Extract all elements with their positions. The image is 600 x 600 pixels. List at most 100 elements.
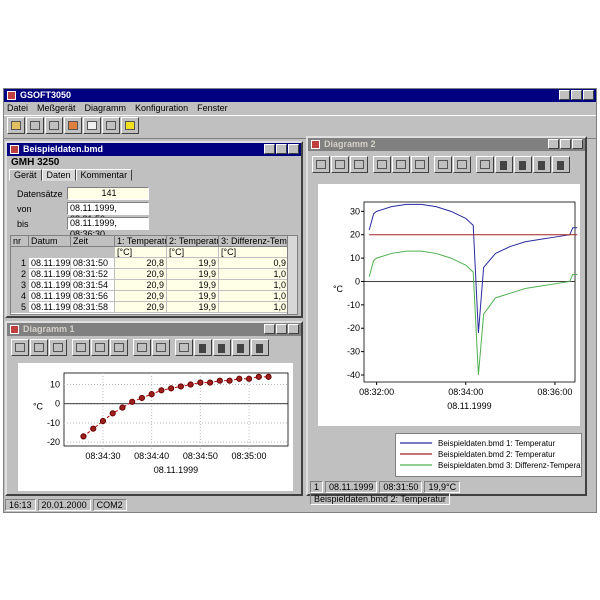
diagram-tool[interactable] <box>213 339 231 356</box>
diagram-tool[interactable] <box>411 156 429 173</box>
menu-item[interactable]: Datei <box>7 103 29 113</box>
menu-item[interactable]: Fenster <box>197 103 228 113</box>
diagram-tool[interactable] <box>331 156 349 173</box>
close[interactable] <box>583 90 594 100</box>
table-cell: 08:31:54 <box>71 280 115 291</box>
diagram-tool[interactable] <box>175 339 193 356</box>
diagram-tool[interactable] <box>232 339 250 356</box>
tool-copy[interactable] <box>102 117 120 134</box>
minimize[interactable] <box>548 139 559 149</box>
table-cell: 08.11.1999 <box>29 291 71 302</box>
minimize[interactable] <box>264 324 275 334</box>
table-cell: 4 <box>11 291 29 302</box>
tool-icon <box>396 160 406 169</box>
tab[interactable]: Gerät <box>9 169 42 181</box>
tool-icon <box>480 160 490 169</box>
tab[interactable]: Daten <box>41 169 76 181</box>
diagram-tool[interactable] <box>552 156 570 173</box>
diagram-tool[interactable] <box>350 156 368 173</box>
data-point <box>265 373 272 380</box>
data-point <box>148 391 155 398</box>
series-line <box>368 250 578 376</box>
app-title: GSOFT3050 <box>20 90 72 100</box>
table-cell: 20,9 <box>115 291 167 302</box>
diagram-tool[interactable] <box>72 339 90 356</box>
close[interactable] <box>288 324 299 334</box>
diagram-tool[interactable] <box>434 156 452 173</box>
diagram-tool[interactable] <box>392 156 410 173</box>
tool-save[interactable] <box>26 117 44 134</box>
data-point <box>119 404 126 411</box>
tool-device[interactable] <box>64 117 82 134</box>
x-tick-label: 08:34:30 <box>85 451 120 461</box>
y-tick-label: -10 <box>347 300 360 310</box>
diagram-tool[interactable] <box>453 156 471 173</box>
table-cell: 08.11.1999 <box>29 258 71 269</box>
data-title-bar: Beispieldaten.bmd <box>7 143 301 156</box>
diagram-tool[interactable] <box>312 156 330 173</box>
diagram1-title-bar: Diagramm 1 <box>7 323 301 336</box>
table-cell: 19,9 <box>167 280 219 291</box>
table-cell: 20,8 <box>115 258 167 269</box>
maximize[interactable] <box>276 144 287 154</box>
tool-chart[interactable] <box>83 117 101 134</box>
diagram-tool[interactable] <box>133 339 151 356</box>
tool-icon <box>519 161 526 170</box>
diagram-tool[interactable] <box>495 156 513 173</box>
table-cell: 1,0 <box>219 269 289 280</box>
data-point <box>80 433 87 440</box>
tool-info[interactable] <box>121 117 139 134</box>
menu-item[interactable]: Diagramm <box>84 103 127 113</box>
field-value: 08.11.1999, 08:36:30 <box>67 217 149 239</box>
data-point <box>138 394 146 402</box>
maximize[interactable] <box>571 90 582 100</box>
diagram-tool[interactable] <box>152 339 170 356</box>
diagram-tool[interactable] <box>30 339 48 356</box>
close[interactable] <box>572 139 583 149</box>
diagram-tool[interactable] <box>11 339 29 356</box>
tool-icon <box>53 343 63 352</box>
table-cell: 08:31:56 <box>71 291 115 302</box>
diagram-tool[interactable] <box>49 339 67 356</box>
table-cell: 0,9 <box>219 258 289 269</box>
field-value: 141 <box>67 187 149 200</box>
diagram-tool[interactable] <box>110 339 128 356</box>
diagram-tool[interactable] <box>533 156 551 173</box>
y-tick-label: 0 <box>355 276 360 286</box>
y-tick-label: 10 <box>50 380 60 390</box>
y-tick-label: 30 <box>350 206 360 216</box>
minimize[interactable] <box>559 90 570 100</box>
menu-item[interactable]: Meßgerät <box>37 103 76 113</box>
menu-item[interactable]: Konfiguration <box>135 103 189 113</box>
diagram-tool[interactable] <box>251 339 269 356</box>
diagram-tool[interactable] <box>91 339 109 356</box>
diagram-tool[interactable] <box>373 156 391 173</box>
diagram-tool[interactable] <box>194 339 212 356</box>
maximize[interactable] <box>276 324 287 334</box>
toolbar <box>4 115 596 139</box>
minimize[interactable] <box>264 144 275 154</box>
app-title-bar: GSOFT3050 <box>4 89 596 102</box>
maximize[interactable] <box>560 139 571 149</box>
tool-icon <box>538 161 545 170</box>
diagram-tool[interactable] <box>514 156 532 173</box>
tool-print[interactable] <box>45 117 63 134</box>
data-point <box>129 398 136 405</box>
table-cell: 08:31:50 <box>71 258 115 269</box>
column-header: 3: Differenz-Temperatur <box>219 236 289 247</box>
x-axis-label: 08.11.1999 <box>154 465 198 475</box>
diagram-tool[interactable] <box>476 156 494 173</box>
tool-icon <box>457 160 467 169</box>
data-point <box>168 385 175 392</box>
status-field: 20.01.2000 <box>37 499 91 511</box>
table-cell: 20,9 <box>115 302 167 313</box>
close[interactable] <box>288 144 299 154</box>
tool-open[interactable] <box>7 117 25 134</box>
column-header: Datum <box>29 236 71 247</box>
y-tick-label: -10 <box>47 418 60 428</box>
table-cell: 20,9 <box>115 269 167 280</box>
tab[interactable]: Kommentar <box>75 169 133 181</box>
tool-icon <box>256 344 263 353</box>
y-tick-label: -40 <box>347 370 360 380</box>
